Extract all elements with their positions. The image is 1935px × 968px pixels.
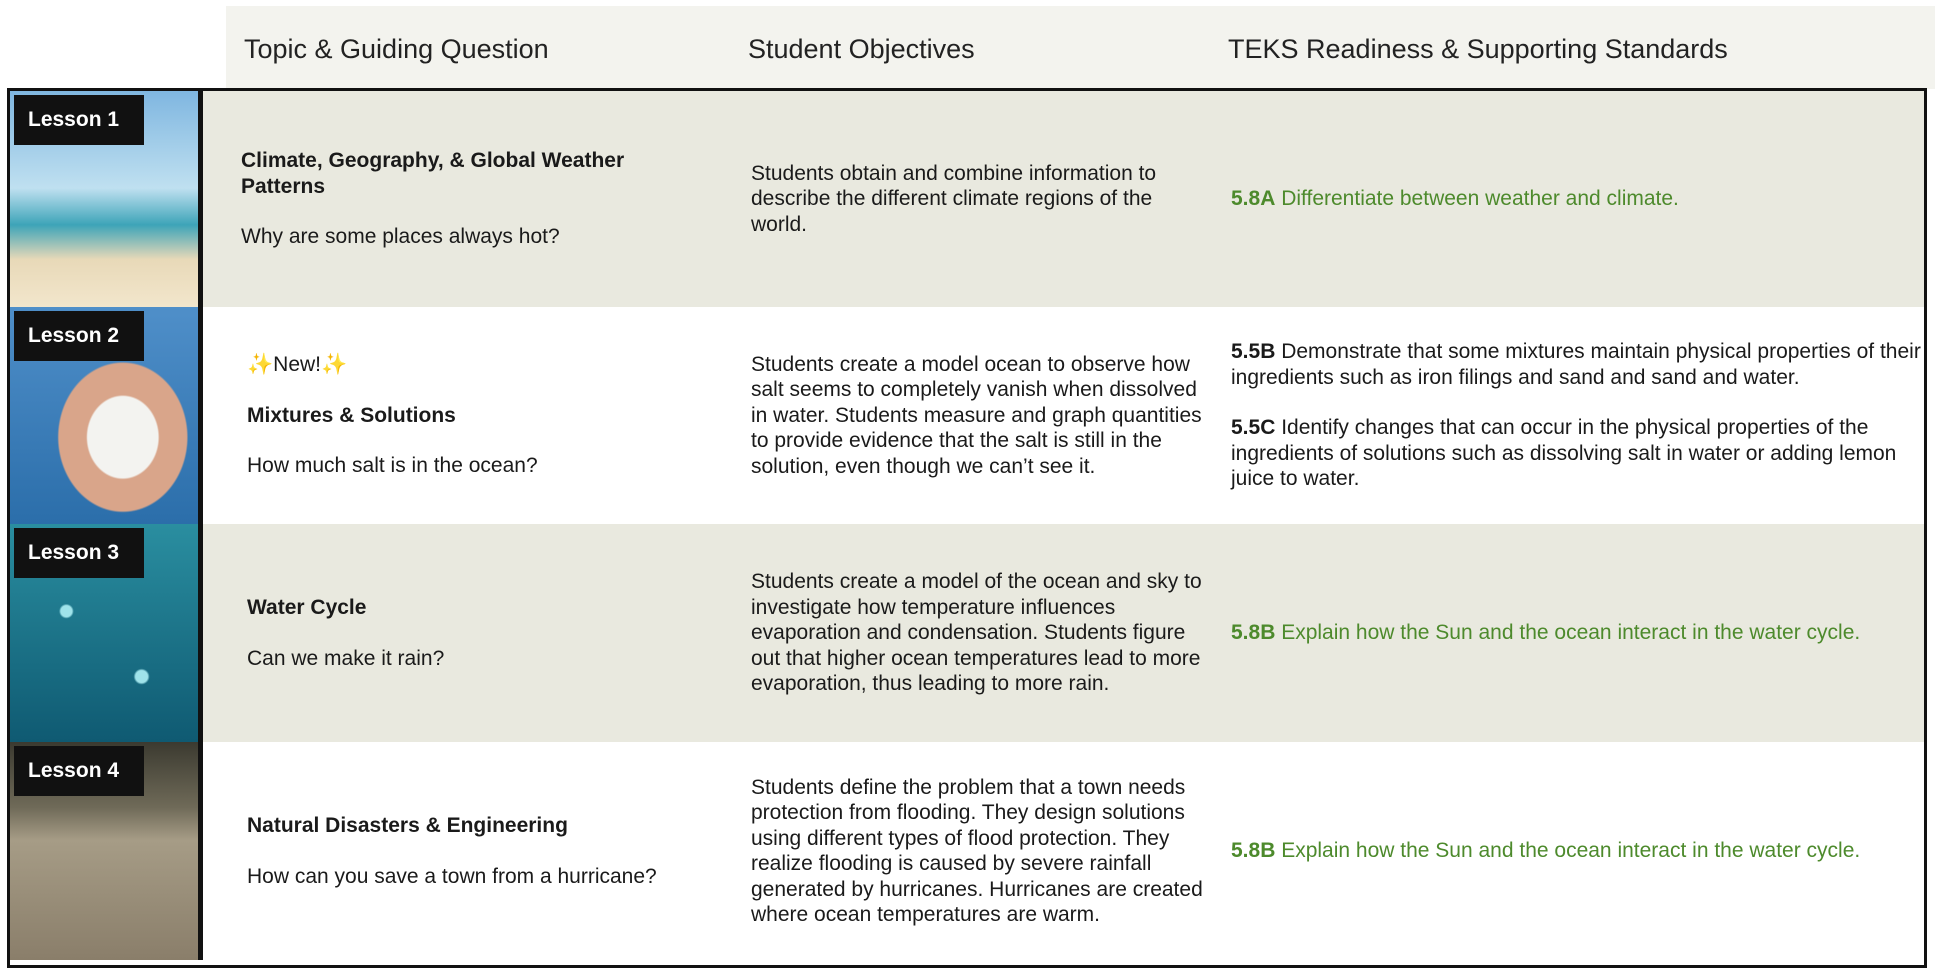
- standard-text: Explain how the Sun and the ocean intera…: [1281, 839, 1861, 863]
- lesson-label: Lesson 1: [14, 95, 144, 145]
- guiding-question: Why are some places always hot?: [241, 225, 560, 249]
- standard-text: Explain how the Sun and the ocean intera…: [1281, 621, 1861, 645]
- objectives-text: Students create a model of the ocean and…: [751, 570, 1202, 696]
- topic-cell: Water Cycle Can we make it rain?: [247, 524, 717, 742]
- objectives-text: Students create a model ocean to observe…: [751, 352, 1202, 478]
- topic-cell: ✨New!✨ Mixtures & Solutions How much salt …: [247, 307, 717, 524]
- lesson-row: Lesson 3 Water Cycle Can we make it rain? S…: [10, 524, 1924, 742]
- standard: 5.8A Differentiate between weather and c…: [1231, 186, 1921, 212]
- lesson-label: Lesson 3: [14, 528, 144, 578]
- lesson-row: Lesson 1 Climate, Geography, & Global Wea…: [10, 91, 1924, 307]
- standard-text: Identify changes that can occur in the p…: [1231, 416, 1897, 491]
- standard: 5.5C Identify changes that can occur in …: [1231, 415, 1921, 492]
- topic-title: Mixtures & Solutions: [247, 403, 456, 427]
- lesson-label: Lesson 2: [14, 311, 144, 361]
- topic-cell: Natural Disasters & Engineering How can y…: [247, 742, 717, 960]
- header: Topic & Guiding Question Student Objectiv…: [226, 6, 1935, 89]
- objectives-cell: Students obtain and combine information …: [751, 91, 1211, 307]
- guiding-question: How can you save a town from a hurricane…: [247, 864, 657, 888]
- objectives-text: Students obtain and combine information …: [751, 161, 1157, 236]
- topic-title: Climate, Geography, & Global Weather Pat…: [241, 149, 625, 198]
- standards-cell: 5.8B Explain how the Sun and the ocean i…: [1231, 742, 1921, 960]
- topic-title: Water Cycle: [247, 596, 367, 619]
- standard-code: 5.5C: [1231, 416, 1276, 440]
- objectives-text: Students define the problem that a town …: [751, 775, 1203, 927]
- column-header: Student Objectives: [748, 34, 975, 64]
- standard-code: 5.8B: [1231, 839, 1276, 863]
- lesson-label: Lesson 4: [14, 746, 144, 796]
- standard: 5.8B Explain how the Sun and the ocean i…: [1231, 838, 1921, 864]
- standard-text: Differentiate between weather and climat…: [1281, 187, 1679, 211]
- standards-cell: 5.8A Differentiate between weather and c…: [1231, 91, 1921, 307]
- standard: 5.8B Explain how the Sun and the ocean i…: [1231, 620, 1921, 646]
- column-header: Topic & Guiding Question: [244, 34, 549, 64]
- guiding-question: How much salt is in the ocean?: [247, 454, 538, 478]
- standard-code: 5.8B: [1231, 621, 1276, 645]
- standard-code: 5.8A: [1231, 187, 1276, 211]
- lesson-image: Lesson 1: [10, 91, 203, 307]
- lesson-row: Lesson 2 ✨New!✨ Mixtures & Solutions How mu…: [10, 307, 1924, 524]
- standard-code: 5.5B: [1231, 340, 1276, 364]
- topic-cell: Climate, Geography, & Global Weather Pat…: [241, 91, 711, 307]
- new-badge: ✨New!✨: [247, 353, 348, 377]
- topic-title: Natural Disasters & Engineering: [247, 814, 568, 837]
- standards-cell: 5.5B Demonstrate that some mixtures main…: [1231, 307, 1921, 524]
- objectives-cell: Students create a model of the ocean and…: [751, 524, 1211, 742]
- lesson-image: Lesson 4: [10, 742, 203, 960]
- lesson-image: Lesson 3: [10, 524, 203, 742]
- lesson-image: Lesson 2: [10, 307, 203, 524]
- standards-cell: 5.8B Explain how the Sun and the ocean i…: [1231, 524, 1921, 742]
- column-header: TEKS Readiness & Supporting Standards: [1228, 34, 1728, 64]
- objectives-cell: Students define the problem that a town …: [751, 742, 1211, 960]
- guiding-question: Can we make it rain?: [247, 646, 445, 670]
- lesson-table: Lesson 1 Climate, Geography, & Global Wea…: [7, 88, 1927, 968]
- standard-text: Demonstrate that some mixtures maintain …: [1231, 340, 1921, 389]
- lesson-row: Lesson 4 Natural Disasters & Engineering H…: [10, 742, 1924, 960]
- standard: 5.5B Demonstrate that some mixtures main…: [1231, 339, 1921, 390]
- objectives-cell: Students create a model ocean to observe…: [751, 307, 1211, 524]
